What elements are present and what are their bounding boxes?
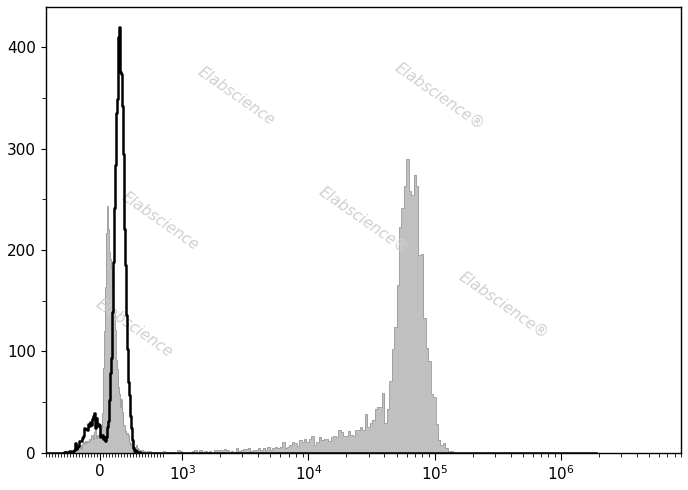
Text: Elabscience®: Elabscience® <box>392 60 487 132</box>
Text: Elabscience®: Elabscience® <box>455 269 550 342</box>
Text: Elabscience: Elabscience <box>94 296 176 360</box>
Text: Elabscience: Elabscience <box>119 189 202 253</box>
Text: Elabscience®: Elabscience® <box>316 184 411 257</box>
Text: Elabscience: Elabscience <box>195 64 277 128</box>
